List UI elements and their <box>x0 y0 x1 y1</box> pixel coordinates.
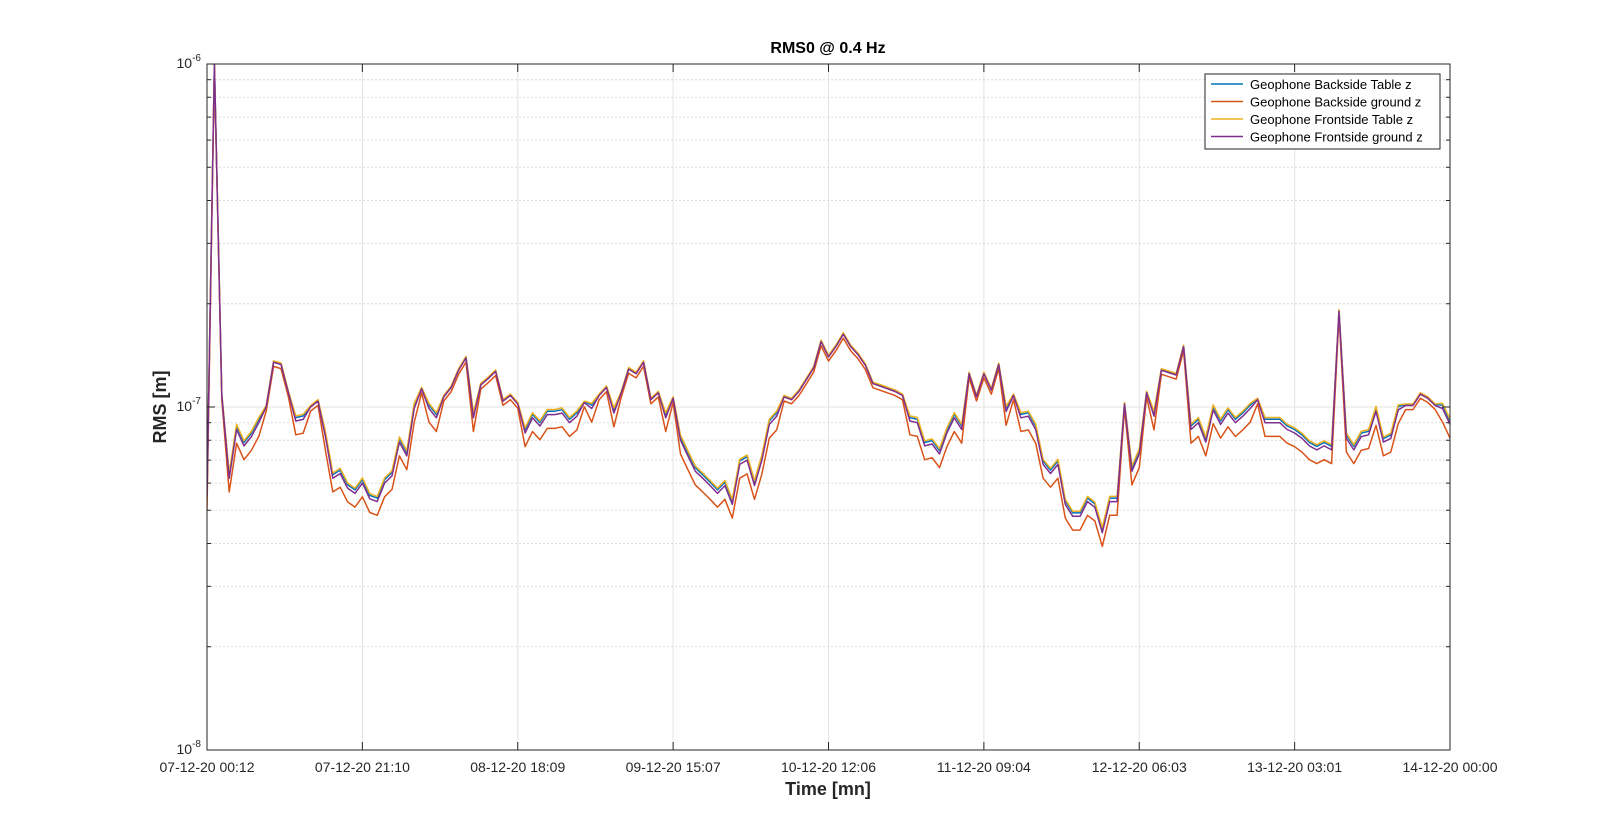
legend-label: Geophone Frontside ground z <box>1250 130 1423 145</box>
legend-label: Geophone Frontside Table z <box>1250 112 1413 127</box>
x-tick-label: 11-12-20 09:04 <box>937 759 1031 775</box>
x-tick-label: 08-12-20 18:09 <box>470 759 565 775</box>
x-tick-label: 12-12-20 06:03 <box>1092 759 1187 775</box>
x-tick-labels: 07-12-20 00:12 07-12-20 21:10 08-12-20 18:… <box>160 759 1498 775</box>
legend: Geophone Backside Table z Geophone Backsi… <box>1204 73 1441 150</box>
series-layer <box>207 64 1450 548</box>
y-tick-labels: 10-8 10-7 10-6 <box>177 53 202 757</box>
x-tick-label: 07-12-20 21:10 <box>315 759 410 775</box>
y-tick-label: 10-6 <box>177 53 202 71</box>
y-tick-label: 10-7 <box>177 396 202 414</box>
x-tick-label: 09-12-20 15:07 <box>626 759 721 775</box>
series-line-2 <box>207 67 1450 548</box>
x-tick-label: 07-12-20 00:12 <box>160 759 255 775</box>
y-tick-label: 10-8 <box>177 739 202 757</box>
legend-box <box>1204 73 1441 150</box>
x-tick-label: 10-12-20 12:06 <box>781 759 876 775</box>
series-line-4 <box>207 64 1450 534</box>
legend-label: Geophone Backside Table z <box>1250 77 1412 92</box>
y-axis-title: RMS [m] <box>150 371 170 444</box>
legend-label: Geophone Backside ground z <box>1250 95 1421 110</box>
x-tick-label: 14-12-20 00:00 <box>1403 759 1498 775</box>
x-axis-title: Time [mn] <box>785 779 871 799</box>
x-tick-label: 13-12-20 03:01 <box>1247 759 1342 775</box>
axis-ticks <box>206 63 1451 751</box>
chart-title: RMS0 @ 0.4 Hz <box>770 40 885 57</box>
